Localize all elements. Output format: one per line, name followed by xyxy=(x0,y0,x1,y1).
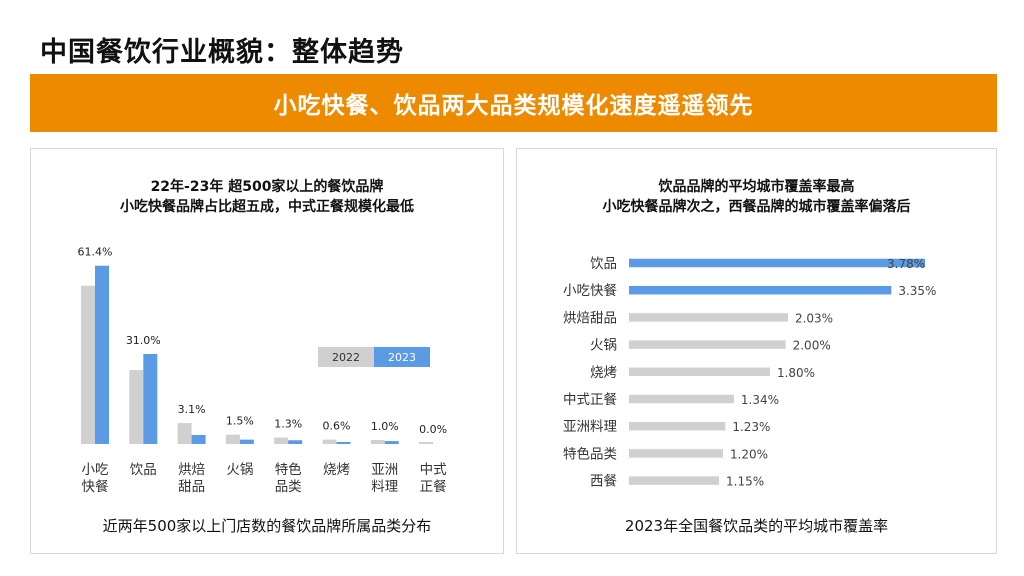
bar-2022-5 xyxy=(322,439,337,444)
y-tick-label: 烘焙甜品 xyxy=(563,310,617,326)
city-coverage-bar-chart: 饮品 3.78% 小吃快餐 3.35% 烘焙甜品 2.03% 火锅 2.00% 烧烤 1.80% 中… xyxy=(563,256,936,490)
hbar-3 xyxy=(629,340,786,349)
bar-2022-6 xyxy=(370,439,385,444)
data-label: 1.5% xyxy=(226,415,254,428)
data-label: 2.03% xyxy=(795,311,833,325)
data-label: 61.4% xyxy=(78,246,113,259)
y-tick-label: 火锅 xyxy=(590,338,617,354)
bar-2022-4 xyxy=(274,437,289,444)
x-tick-label: 中式正餐 xyxy=(420,462,447,495)
data-label: 31.0% xyxy=(126,334,161,347)
hbar-6 xyxy=(629,421,726,431)
data-label: 1.23% xyxy=(732,420,770,434)
left-chart-caption: 近两年500家以上门店数的餐饮品牌所属品类分布 xyxy=(102,517,432,535)
bar-2022-3 xyxy=(225,434,240,444)
y-tick-label: 饮品 xyxy=(590,256,617,272)
right-chart-heading: 饮品品牌的平均城市覆盖率最高 小吃快餐品牌次之，西餐品牌的城市覆盖率偏落后 xyxy=(517,177,996,217)
left-chart-panel: 22年-23年 超500家以上的餐饮品牌 小吃快餐品牌占比超五成，中式正餐规模化… xyxy=(30,148,504,554)
x-tick-label: 火锅 xyxy=(226,462,253,478)
legend-label-2023: 2023 xyxy=(388,351,416,364)
x-tick-label: 烧烤 xyxy=(323,462,350,478)
data-label: 3.35% xyxy=(898,284,936,298)
hbar-7 xyxy=(629,449,723,458)
page-title: 中国餐饮行业概貌：整体趋势 xyxy=(40,37,404,68)
data-label: 2.00% xyxy=(793,339,831,353)
data-label: 1.80% xyxy=(777,366,815,380)
data-label: 0.6% xyxy=(323,420,351,433)
y-tick-label: 特色品类 xyxy=(563,445,617,462)
bar-2022-7 xyxy=(419,442,434,444)
bar-2022-1 xyxy=(129,369,144,444)
hbar-0 xyxy=(629,258,925,268)
bar-2023-5 xyxy=(336,442,351,444)
x-tick-label: 烘焙甜品 xyxy=(178,462,205,495)
legend-swatch-2023 xyxy=(374,347,430,367)
category-share-bar-chart: 61.4% 小吃快餐 31.0% 饮品 3.1% 烘焙甜品 1.5% 火锅 1.3% 特色品类 0.… xyxy=(78,246,448,495)
right-chart-panel: 饮品品牌的平均城市覆盖率最高 小吃快餐品牌次之，西餐品牌的城市覆盖率偏落后 饮品… xyxy=(516,148,997,554)
left-heading-line2: 小吃快餐品牌占比超五成，中式正餐规模化最低 xyxy=(120,199,414,215)
headline-banner: 小吃快餐、饮品两大品类规模化速度遥遥领先 xyxy=(30,74,997,132)
data-label: 0.0% xyxy=(419,423,447,436)
right-heading-line1: 饮品品牌的平均城市覆盖率最高 xyxy=(658,179,855,195)
data-label: 1.34% xyxy=(741,393,779,407)
hbar-1 xyxy=(629,285,892,295)
data-label: 1.20% xyxy=(730,447,768,461)
y-tick-label: 西餐 xyxy=(590,474,618,490)
hbar-5 xyxy=(629,394,734,404)
hbar-2 xyxy=(629,313,788,322)
y-tick-label: 亚洲料理 xyxy=(563,419,617,435)
left-chart-heading: 22年-23年 超500家以上的餐饮品牌 小吃快餐品牌占比超五成，中式正餐规模化… xyxy=(31,177,503,217)
x-tick-label: 饮品 xyxy=(130,462,157,478)
data-label: 1.15% xyxy=(726,475,764,489)
hbar-4 xyxy=(629,367,770,377)
right-chart-caption: 2023年全国餐饮品类的平均城市覆盖率 xyxy=(624,517,889,535)
bar-2023-4 xyxy=(288,440,303,444)
bar-2022-0 xyxy=(81,285,95,444)
banner-text: 小吃快餐、饮品两大品类规模化速度遥遥领先 xyxy=(273,93,754,119)
data-label: 3.1% xyxy=(178,403,206,416)
bar-2023-3 xyxy=(239,439,254,444)
y-tick-label: 中式正餐 xyxy=(563,392,617,408)
bar-2023-0 xyxy=(95,265,109,444)
hbar-8 xyxy=(629,476,720,485)
legend-swatch-2022 xyxy=(318,347,374,367)
data-label: 3.78% xyxy=(887,257,925,271)
x-tick-label: 特色品类 xyxy=(275,461,302,495)
data-label: 1.3% xyxy=(274,418,302,431)
right-heading-line2: 小吃快餐品牌次之，西餐品牌的城市覆盖率偏落后 xyxy=(602,199,911,215)
left-heading-line1: 22年-23年 超500家以上的餐饮品牌 xyxy=(150,179,384,195)
x-tick-label: 亚洲料理 xyxy=(371,462,398,495)
y-tick-label: 烧烤 xyxy=(590,365,617,381)
bar-2023-6 xyxy=(384,441,399,444)
x-tick-label: 小吃快餐 xyxy=(82,462,109,495)
bar-2022-2 xyxy=(177,423,192,444)
legend-label-2022: 2022 xyxy=(332,351,360,364)
data-label: 1.0% xyxy=(371,420,399,433)
y-tick-label: 小吃快餐 xyxy=(563,283,617,299)
bar-2023-2 xyxy=(191,435,206,444)
bar-2023-1 xyxy=(143,354,158,444)
